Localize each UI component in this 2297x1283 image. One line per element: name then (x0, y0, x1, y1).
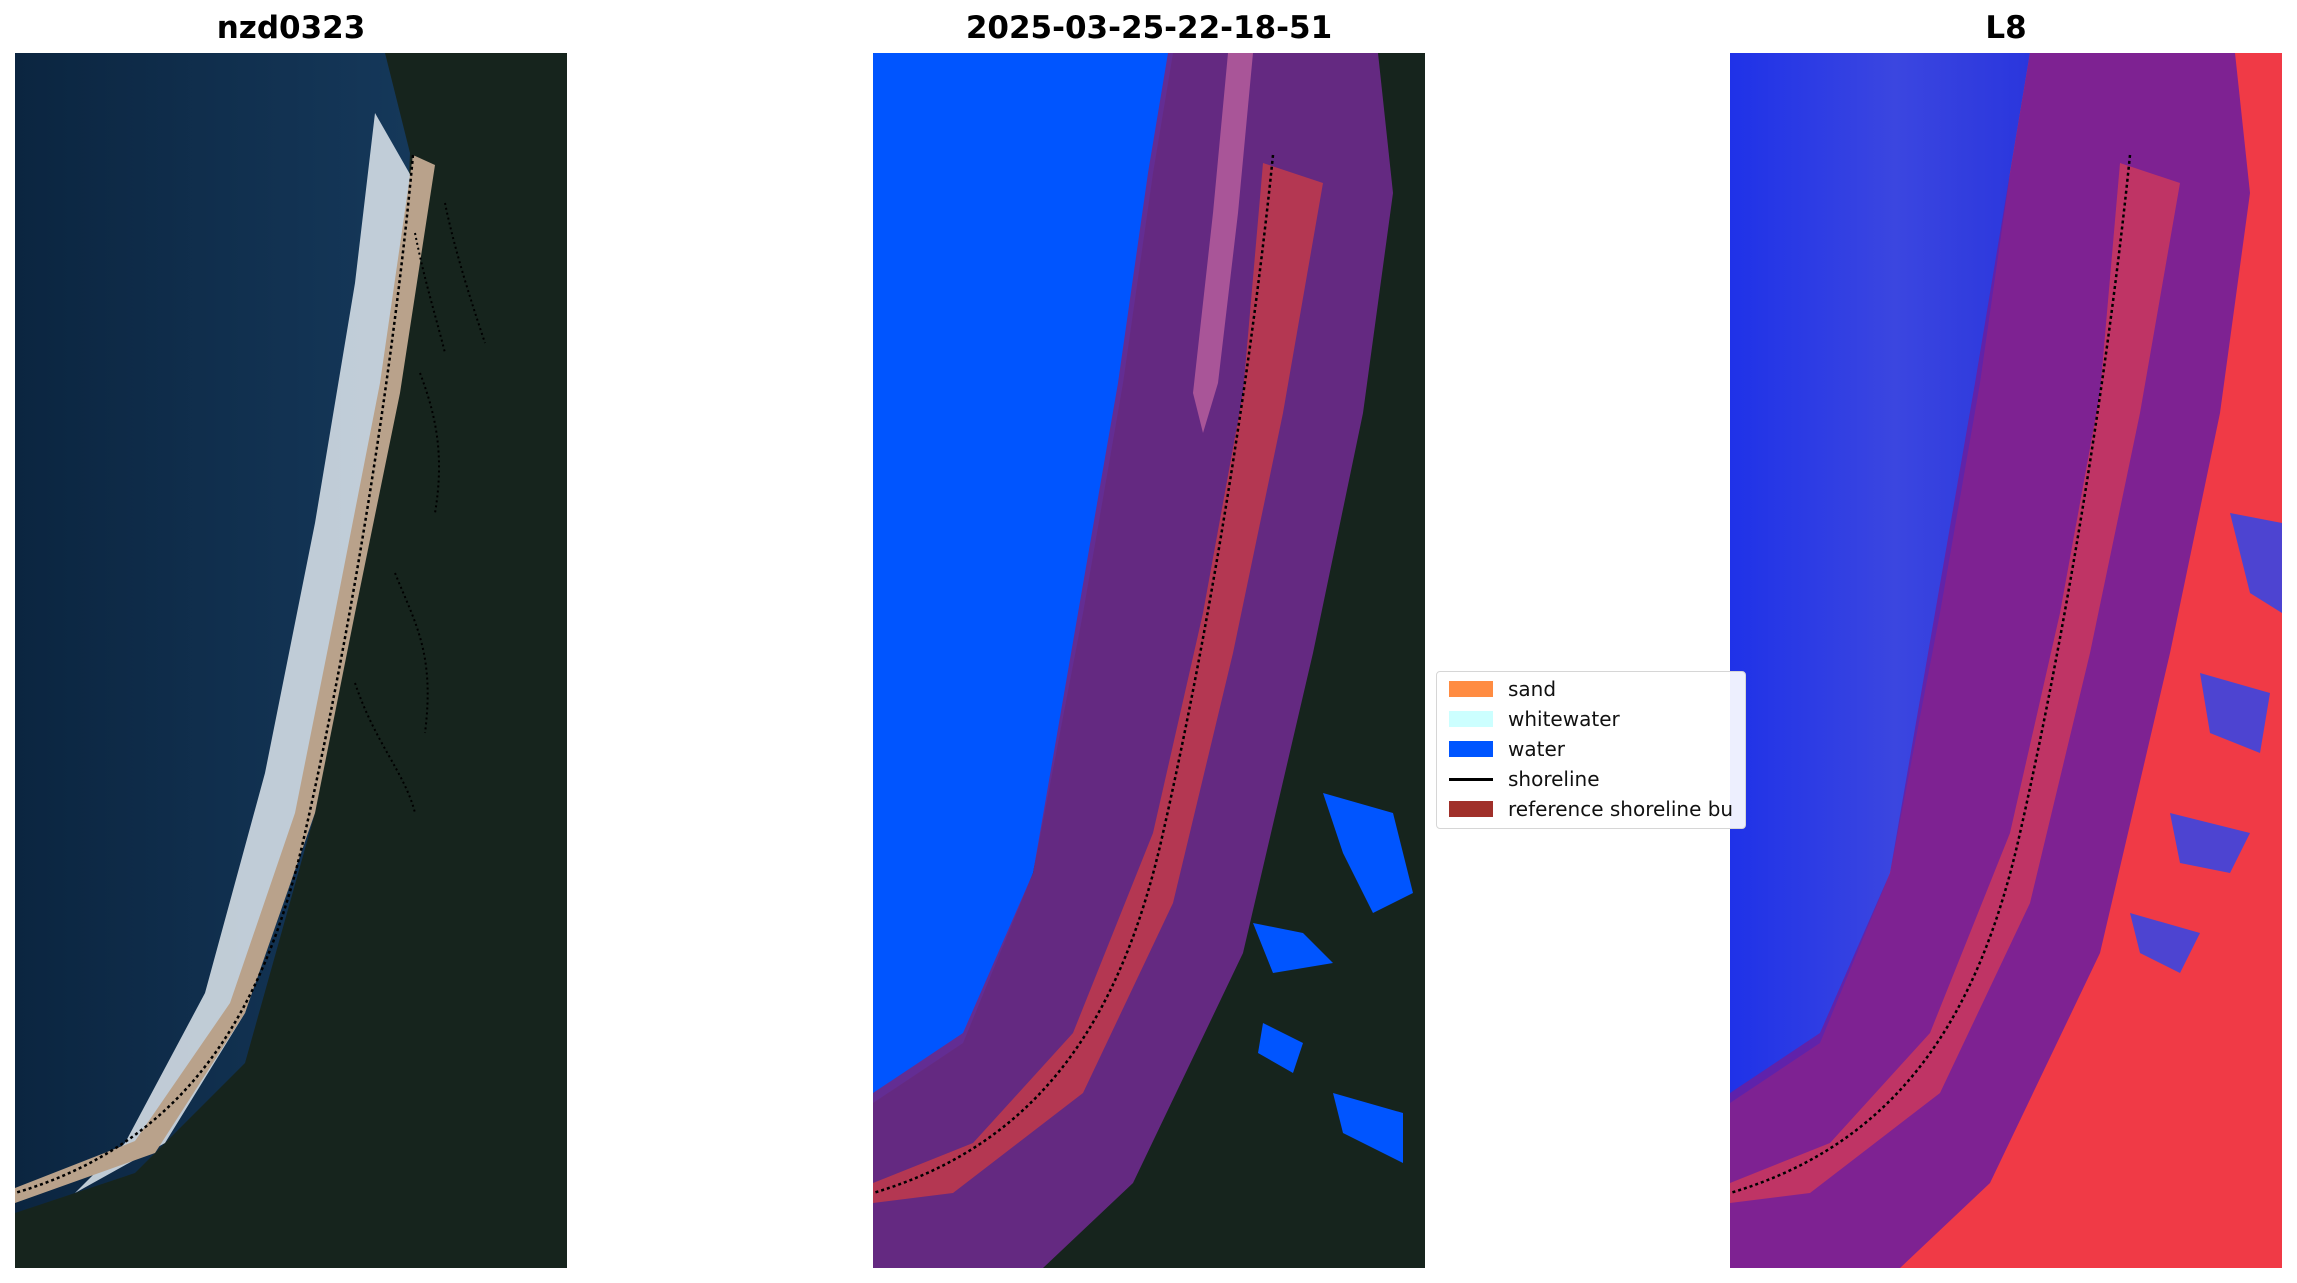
panel-title-index: L8 (1985, 10, 2027, 46)
rgb-satellite-image (15, 53, 567, 1268)
classified-satellite-image (873, 53, 1425, 1268)
legend-label: shoreline (1508, 767, 1600, 791)
rgb-image-panel (15, 53, 567, 1268)
legend-label: reference shoreline bu (1508, 797, 1734, 821)
legend-item-buffer: reference shoreline bu (1445, 796, 1745, 821)
sand-overlay (873, 163, 1323, 1203)
sand-overlay (1730, 163, 2180, 1203)
water-swatch (1449, 741, 1493, 757)
legend-item-water: water (1445, 736, 1745, 761)
shoreline-line (1730, 154, 2132, 1195)
legend: sand whitewater water shoreline referenc… (1436, 671, 1746, 829)
water-class (873, 53, 1173, 1103)
panel-title-rgb: nzd0323 (216, 10, 366, 46)
panel-title-classified: 2025-03-25-22-18-51 (965, 10, 1333, 46)
inland-water-patches (1253, 793, 1413, 1163)
sand-swatch (1449, 681, 1493, 697)
classified-image-panel (873, 53, 1425, 1268)
shoreline-line (15, 154, 415, 1195)
shoreline-line (873, 154, 1275, 1195)
ocean-area (15, 53, 410, 1213)
legend-item-sand: sand (1445, 676, 1745, 701)
buffer-swatch (1449, 801, 1493, 817)
whitewater-overlay (1193, 53, 1253, 433)
index-image-panel (1730, 53, 2282, 1268)
whitewater-swatch (1449, 711, 1493, 727)
legend-label: sand (1508, 677, 1557, 701)
shoreline-line-swatch (1449, 778, 1493, 781)
reference-contour (354, 202, 486, 814)
legend-label: whitewater (1508, 707, 1620, 731)
index-satellite-image (1730, 53, 2282, 1268)
legend-label: water (1508, 737, 1565, 761)
water-index (1730, 53, 2030, 1103)
inland-water-patches (2130, 513, 2282, 973)
legend-item-whitewater: whitewater (1445, 706, 1745, 731)
legend-item-shoreline: shoreline (1445, 766, 1745, 791)
